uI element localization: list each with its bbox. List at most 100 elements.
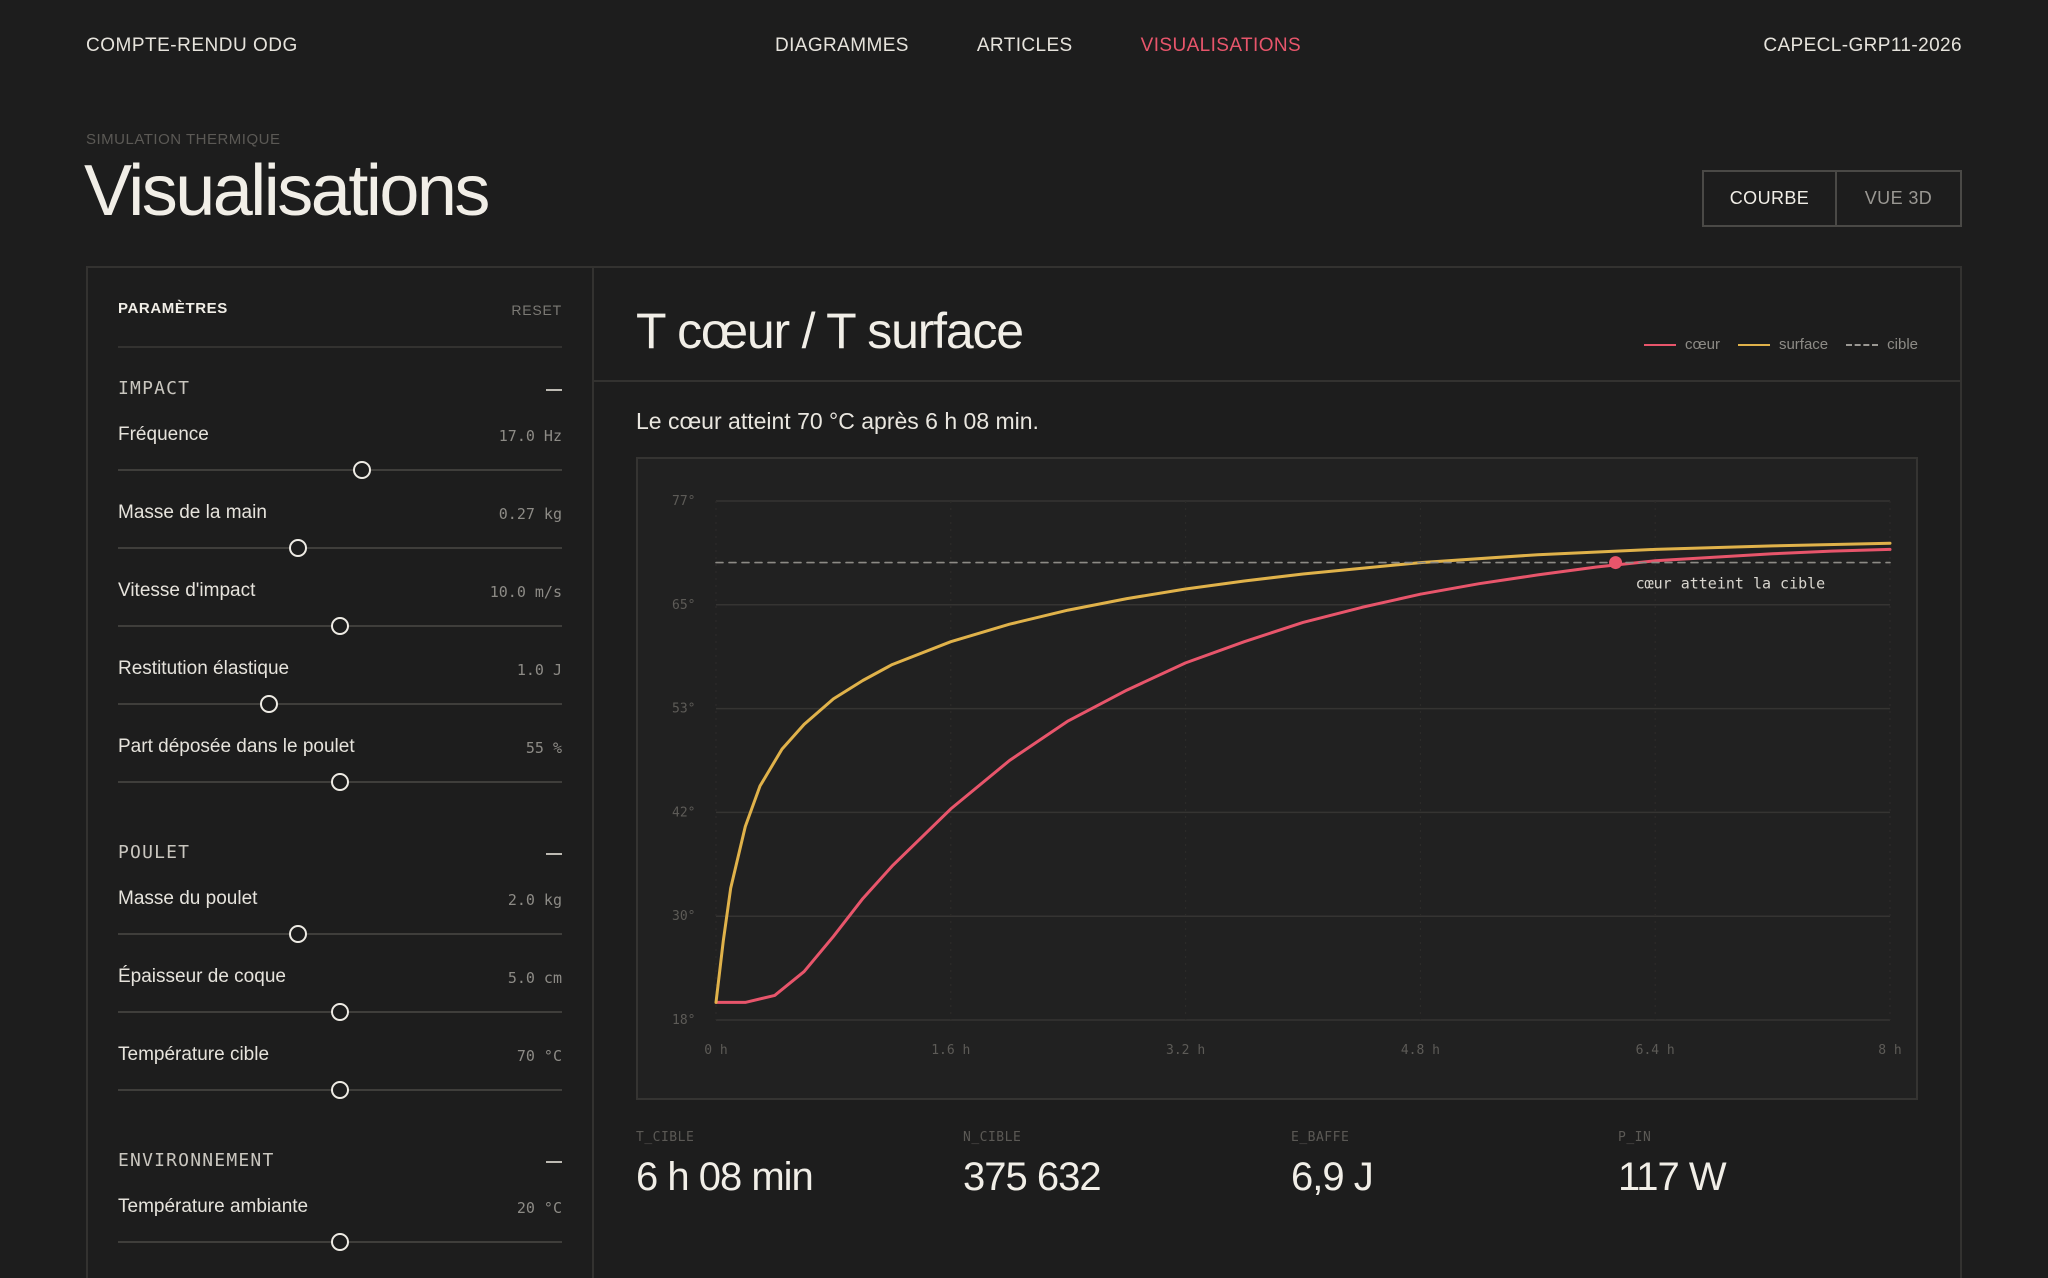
slider-knob[interactable] (259, 695, 278, 713)
stat-n-cible: N_CIBLE 375 632 (963, 1130, 1102, 1200)
param-value: 5.0 cm (507, 969, 562, 987)
param-value: 17.0 Hz (498, 427, 562, 445)
slider-track[interactable] (118, 1081, 562, 1099)
legend-label: cœur (1684, 336, 1720, 353)
content-frame (86, 266, 1962, 1278)
slider-track[interactable] (118, 539, 562, 557)
slider-knob[interactable] (288, 925, 307, 943)
param-value: 2.0 kg (507, 891, 562, 909)
group-title: ENVIRONNEMENT (118, 1150, 275, 1171)
top-nav: COMPTE-RENDU ODG DIAGRAMMES ARTICLES VIS… (86, 0, 1962, 92)
slider-track[interactable] (118, 925, 562, 943)
param-masse-poulet: Masse du poulet 2.0 kg (118, 888, 562, 966)
collapse-icon[interactable] (546, 1161, 562, 1163)
param-value: 0.27 kg (498, 505, 562, 523)
param-epaisseur-coque: Épaisseur de coque 5.0 cm (118, 966, 562, 1044)
slider-knob[interactable] (353, 461, 372, 479)
param-label: Vitesse d'impact (118, 580, 256, 601)
x-tick-label: 6.4 h (1636, 1043, 1675, 1058)
nav-link-articles[interactable]: ARTICLES (976, 35, 1073, 56)
y-tick-label: 42° (672, 805, 695, 820)
param-value: 1.0 J (516, 661, 562, 679)
reset-button[interactable]: RESET (511, 302, 562, 318)
slider-track[interactable] (118, 461, 562, 479)
panel-divider (592, 266, 594, 1278)
group-title: POULET (118, 842, 191, 863)
slider-knob[interactable] (331, 617, 349, 635)
slider-track[interactable] (118, 1003, 562, 1021)
slider-track[interactable] (118, 695, 562, 713)
param-label: Température ambiante (118, 1196, 309, 1217)
chart-container: 18° 30° 42° 53° 65° 77° 0 h 1.6 h 3.2 h 4.8 h 6.4 … (636, 457, 1918, 1100)
param-label: Fréquence (118, 424, 209, 445)
param-label: Restitution élastique (118, 658, 290, 679)
brand-link[interactable]: COMPTE-RENDU ODG (86, 35, 298, 56)
page-title: Visualisations (84, 151, 490, 231)
param-value: 55 % (525, 739, 562, 757)
slider-track[interactable] (118, 773, 562, 791)
legend-swatch (1737, 343, 1770, 346)
stat-value: 6,9 J (1291, 1155, 1374, 1199)
param-label: Température cible (118, 1044, 270, 1065)
stat-key: P_IN (1618, 1130, 1652, 1145)
param-value: 70 °C (516, 1047, 562, 1065)
legend-item-surface: surface (1737, 336, 1829, 353)
group-environnement: ENVIRONNEMENT Température ambiante 20 °C (118, 1150, 562, 1274)
slider-knob[interactable] (288, 539, 307, 557)
legend-item-cible: cible (1846, 336, 1918, 353)
y-tick-label: 18° (672, 1013, 695, 1028)
legend-swatch (1846, 343, 1879, 346)
slider-knob[interactable] (331, 1003, 349, 1021)
slider-knob[interactable] (331, 1233, 349, 1251)
x-tick-label: 3.2 h (1166, 1043, 1205, 1058)
param-part-deposee: Part déposée dans le poulet 55 % (118, 736, 562, 814)
target-reached-marker (1609, 556, 1623, 570)
param-label: Masse de la main (118, 502, 267, 523)
toggle-vue3d-button[interactable]: VUE 3D (1864, 188, 1933, 208)
nav-link-visualisations[interactable]: VISUALISATIONS (1140, 35, 1302, 56)
x-tick-label: 8 h (1878, 1043, 1901, 1058)
slider-knob[interactable] (331, 773, 349, 791)
stat-key: E_BAFFE (1291, 1130, 1350, 1145)
slider-knob[interactable] (331, 1081, 349, 1099)
stat-key: N_CIBLE (963, 1130, 1022, 1145)
param-frequence: Fréquence 17.0 Hz (118, 424, 562, 502)
param-label: Masse du poulet (118, 888, 258, 909)
param-masse-main: Masse de la main 0.27 kg (118, 502, 562, 580)
param-value: 10.0 m/s (489, 583, 562, 601)
view-toggle: COURBE VUE 3D (1702, 170, 1962, 227)
collapse-icon[interactable] (546, 389, 562, 391)
nav-link-diagrammes[interactable]: DIAGRAMMES (775, 35, 909, 56)
stat-value: 6 h 08 min (636, 1155, 814, 1199)
param-label: Épaisseur de coque (118, 966, 286, 987)
project-code: CAPECL-GRP11-2026 (1763, 35, 1962, 56)
stat-key: T_CIBLE (636, 1130, 695, 1145)
group-title: IMPACT (118, 378, 191, 399)
sidebar-header: PARAMÈTRES RESET (118, 300, 562, 348)
legend-label: surface (1778, 336, 1829, 353)
chart-title: T cœur / T surface (636, 303, 1024, 359)
collapse-icon[interactable] (546, 853, 562, 855)
x-tick-label: 0 h (704, 1043, 727, 1058)
y-tick-label: 65° (672, 598, 695, 613)
y-tick-label: 77° (672, 494, 695, 509)
stat-t-cible: T_CIBLE 6 h 08 min (636, 1130, 814, 1200)
temperature-chart: 18° 30° 42° 53° 65° 77° 0 h 1.6 h 3.2 h 4.8 h 6.4 … (672, 494, 1902, 1058)
toggle-courbe-button[interactable]: COURBE (1704, 172, 1837, 225)
sidebar-title: PARAMÈTRES (118, 300, 228, 317)
legend-item-coeur: cœur (1643, 336, 1720, 353)
chart-legend: cœur surface cible (1643, 336, 1918, 353)
param-vitesse-impact: Vitesse d'impact 10.0 m/s (118, 580, 562, 658)
y-tick-label: 53° (672, 702, 695, 717)
series-line-coeur (714, 547, 1892, 1004)
chart-summary: Le cœur atteint 70 °C après 6 h 08 min. (636, 408, 1039, 434)
chart-header: T cœur / T surface cœur surface cible (594, 268, 1960, 382)
series-line-surface (714, 541, 1892, 1004)
param-label: Part déposée dans le poulet (118, 736, 355, 757)
param-value: 20 °C (516, 1199, 562, 1217)
param-temperature-cible: Température cible 70 °C (118, 1044, 562, 1122)
x-tick-label: 1.6 h (931, 1043, 970, 1058)
stat-value: 375 632 (963, 1155, 1102, 1199)
slider-track[interactable] (118, 617, 562, 635)
slider-track[interactable] (118, 1233, 562, 1251)
